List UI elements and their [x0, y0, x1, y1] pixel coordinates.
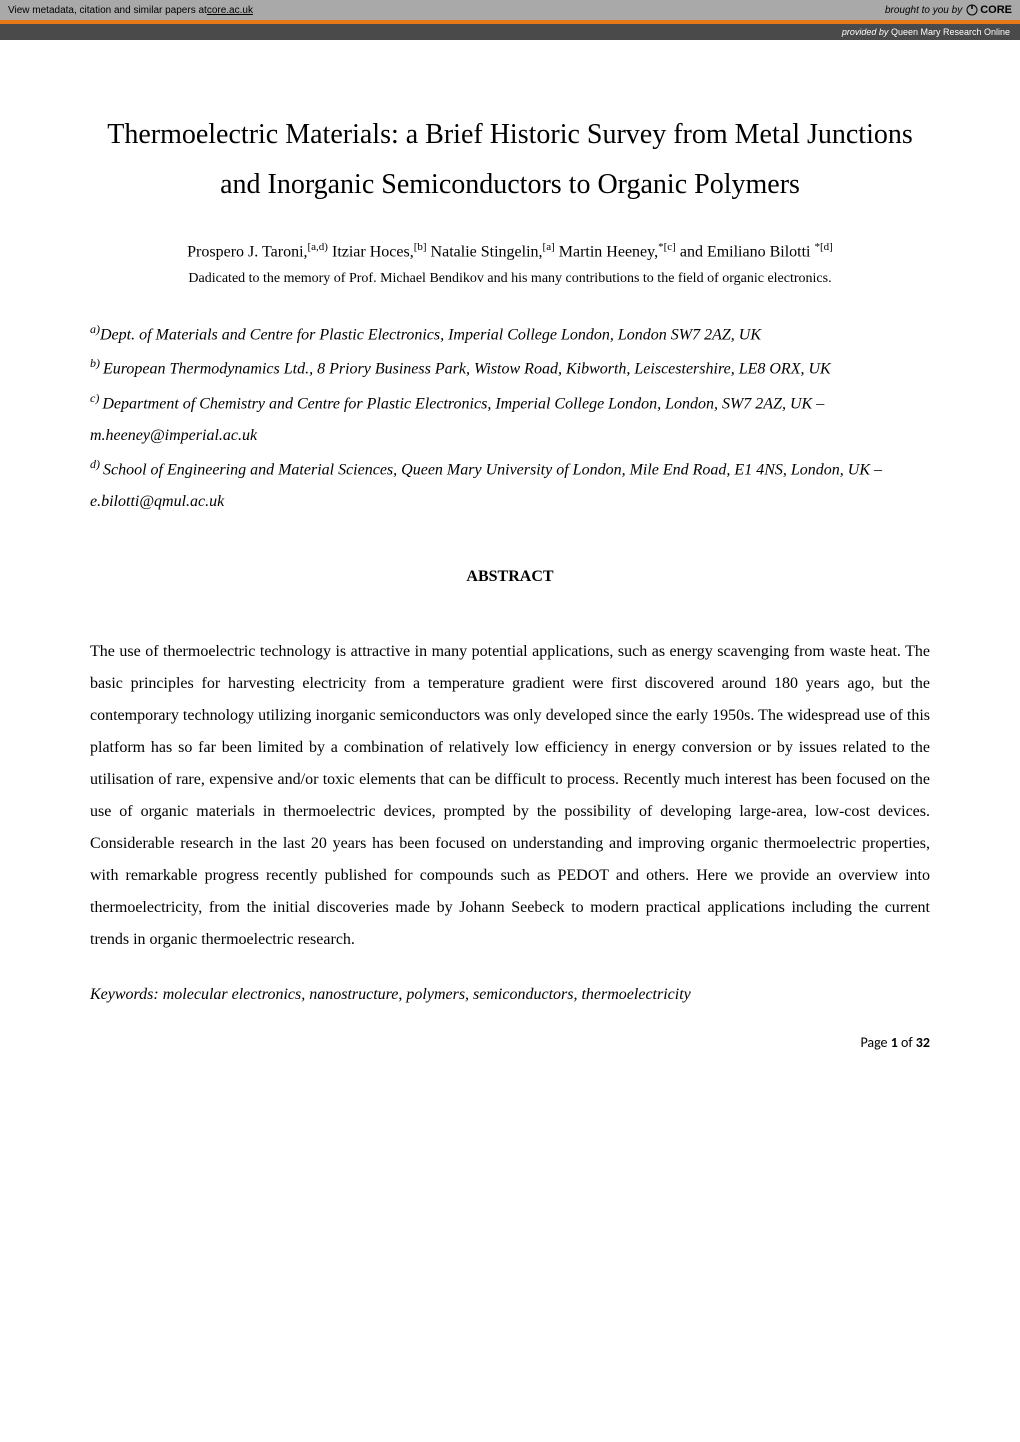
- authors-line: Prospero J. Taroni,[a,d) Itziar Hoces,[b…: [90, 241, 930, 261]
- title-line-1: Thermoelectric Materials: a Brief Histor…: [107, 119, 913, 150]
- core-link[interactable]: core.ac.uk: [207, 5, 253, 16]
- core-logo[interactable]: CORE: [966, 4, 1012, 16]
- page-total: 32: [916, 1034, 930, 1051]
- author-3: Natalie Stingelin,: [427, 243, 543, 260]
- author-2-aff: [b]: [414, 241, 427, 253]
- provided-bar: provided by Queen Mary Research Online: [0, 24, 1020, 40]
- abstract-body: The use of thermoelectric technology is …: [90, 636, 930, 956]
- source-name: Queen Mary Research Online: [891, 27, 1010, 37]
- provided-by-text: provided by: [842, 27, 891, 37]
- abstract-heading: ABSTRACT: [90, 568, 930, 586]
- affiliations: a)Dept. of Materials and Centre for Plas…: [90, 317, 930, 518]
- aff-d-sup: d): [90, 457, 103, 471]
- page-of: of: [898, 1034, 916, 1051]
- author-1: Prospero J. Taroni,: [187, 243, 307, 260]
- affiliation-c: c) Department of Chemistry and Centre fo…: [90, 386, 930, 452]
- page-current: 1: [891, 1034, 898, 1051]
- page-prefix: Page: [860, 1034, 890, 1051]
- affiliation-b: b) European Thermodynamics Ltd., 8 Prior…: [90, 351, 930, 385]
- aff-a-text: Dept. of Materials and Centre for Plasti…: [100, 326, 761, 343]
- author-5-aff: *[d]: [815, 241, 833, 253]
- keywords: Keywords: molecular electronics, nanostr…: [90, 986, 930, 1004]
- aff-b-sup: b): [90, 356, 103, 370]
- metadata-bar: View metadata, citation and similar pape…: [0, 0, 1020, 20]
- aff-c-sup: c): [90, 391, 102, 405]
- aff-a-sup: a): [90, 322, 100, 336]
- affiliation-a: a)Dept. of Materials and Centre for Plas…: [90, 317, 930, 351]
- aff-d-text: School of Engineering and Material Scien…: [90, 461, 882, 510]
- core-icon: [966, 4, 978, 16]
- page-number: Page 1 of 32: [90, 1034, 930, 1051]
- title-line-2: and Inorganic Semiconductors to Organic …: [220, 169, 800, 200]
- metadata-text: View metadata, citation and similar pape…: [8, 5, 207, 16]
- affiliation-d: d) School of Engineering and Material Sc…: [90, 452, 930, 518]
- aff-c-text: Department of Chemistry and Centre for P…: [90, 395, 824, 444]
- metadata-left: View metadata, citation and similar pape…: [8, 5, 253, 16]
- core-label: CORE: [980, 4, 1012, 16]
- dedication: Dadicated to the memory of Prof. Michael…: [90, 271, 930, 287]
- author-1-aff: [a,d): [308, 241, 328, 253]
- author-4: Martin Heeney,: [555, 243, 658, 260]
- author-2: Itziar Hoces,: [328, 243, 414, 260]
- paper-title: Thermoelectric Materials: a Brief Histor…: [90, 110, 930, 211]
- aff-b-text: European Thermodynamics Ltd., 8 Priory B…: [103, 361, 831, 378]
- brought-by-text: brought to you by: [885, 5, 962, 16]
- metadata-right: brought to you by CORE: [885, 4, 1012, 16]
- page-content: Thermoelectric Materials: a Brief Histor…: [0, 40, 1020, 1091]
- author-4-aff: *[c]: [658, 241, 676, 253]
- author-3-aff: [a]: [543, 241, 555, 253]
- author-5: and Emiliano Bilotti: [676, 243, 815, 260]
